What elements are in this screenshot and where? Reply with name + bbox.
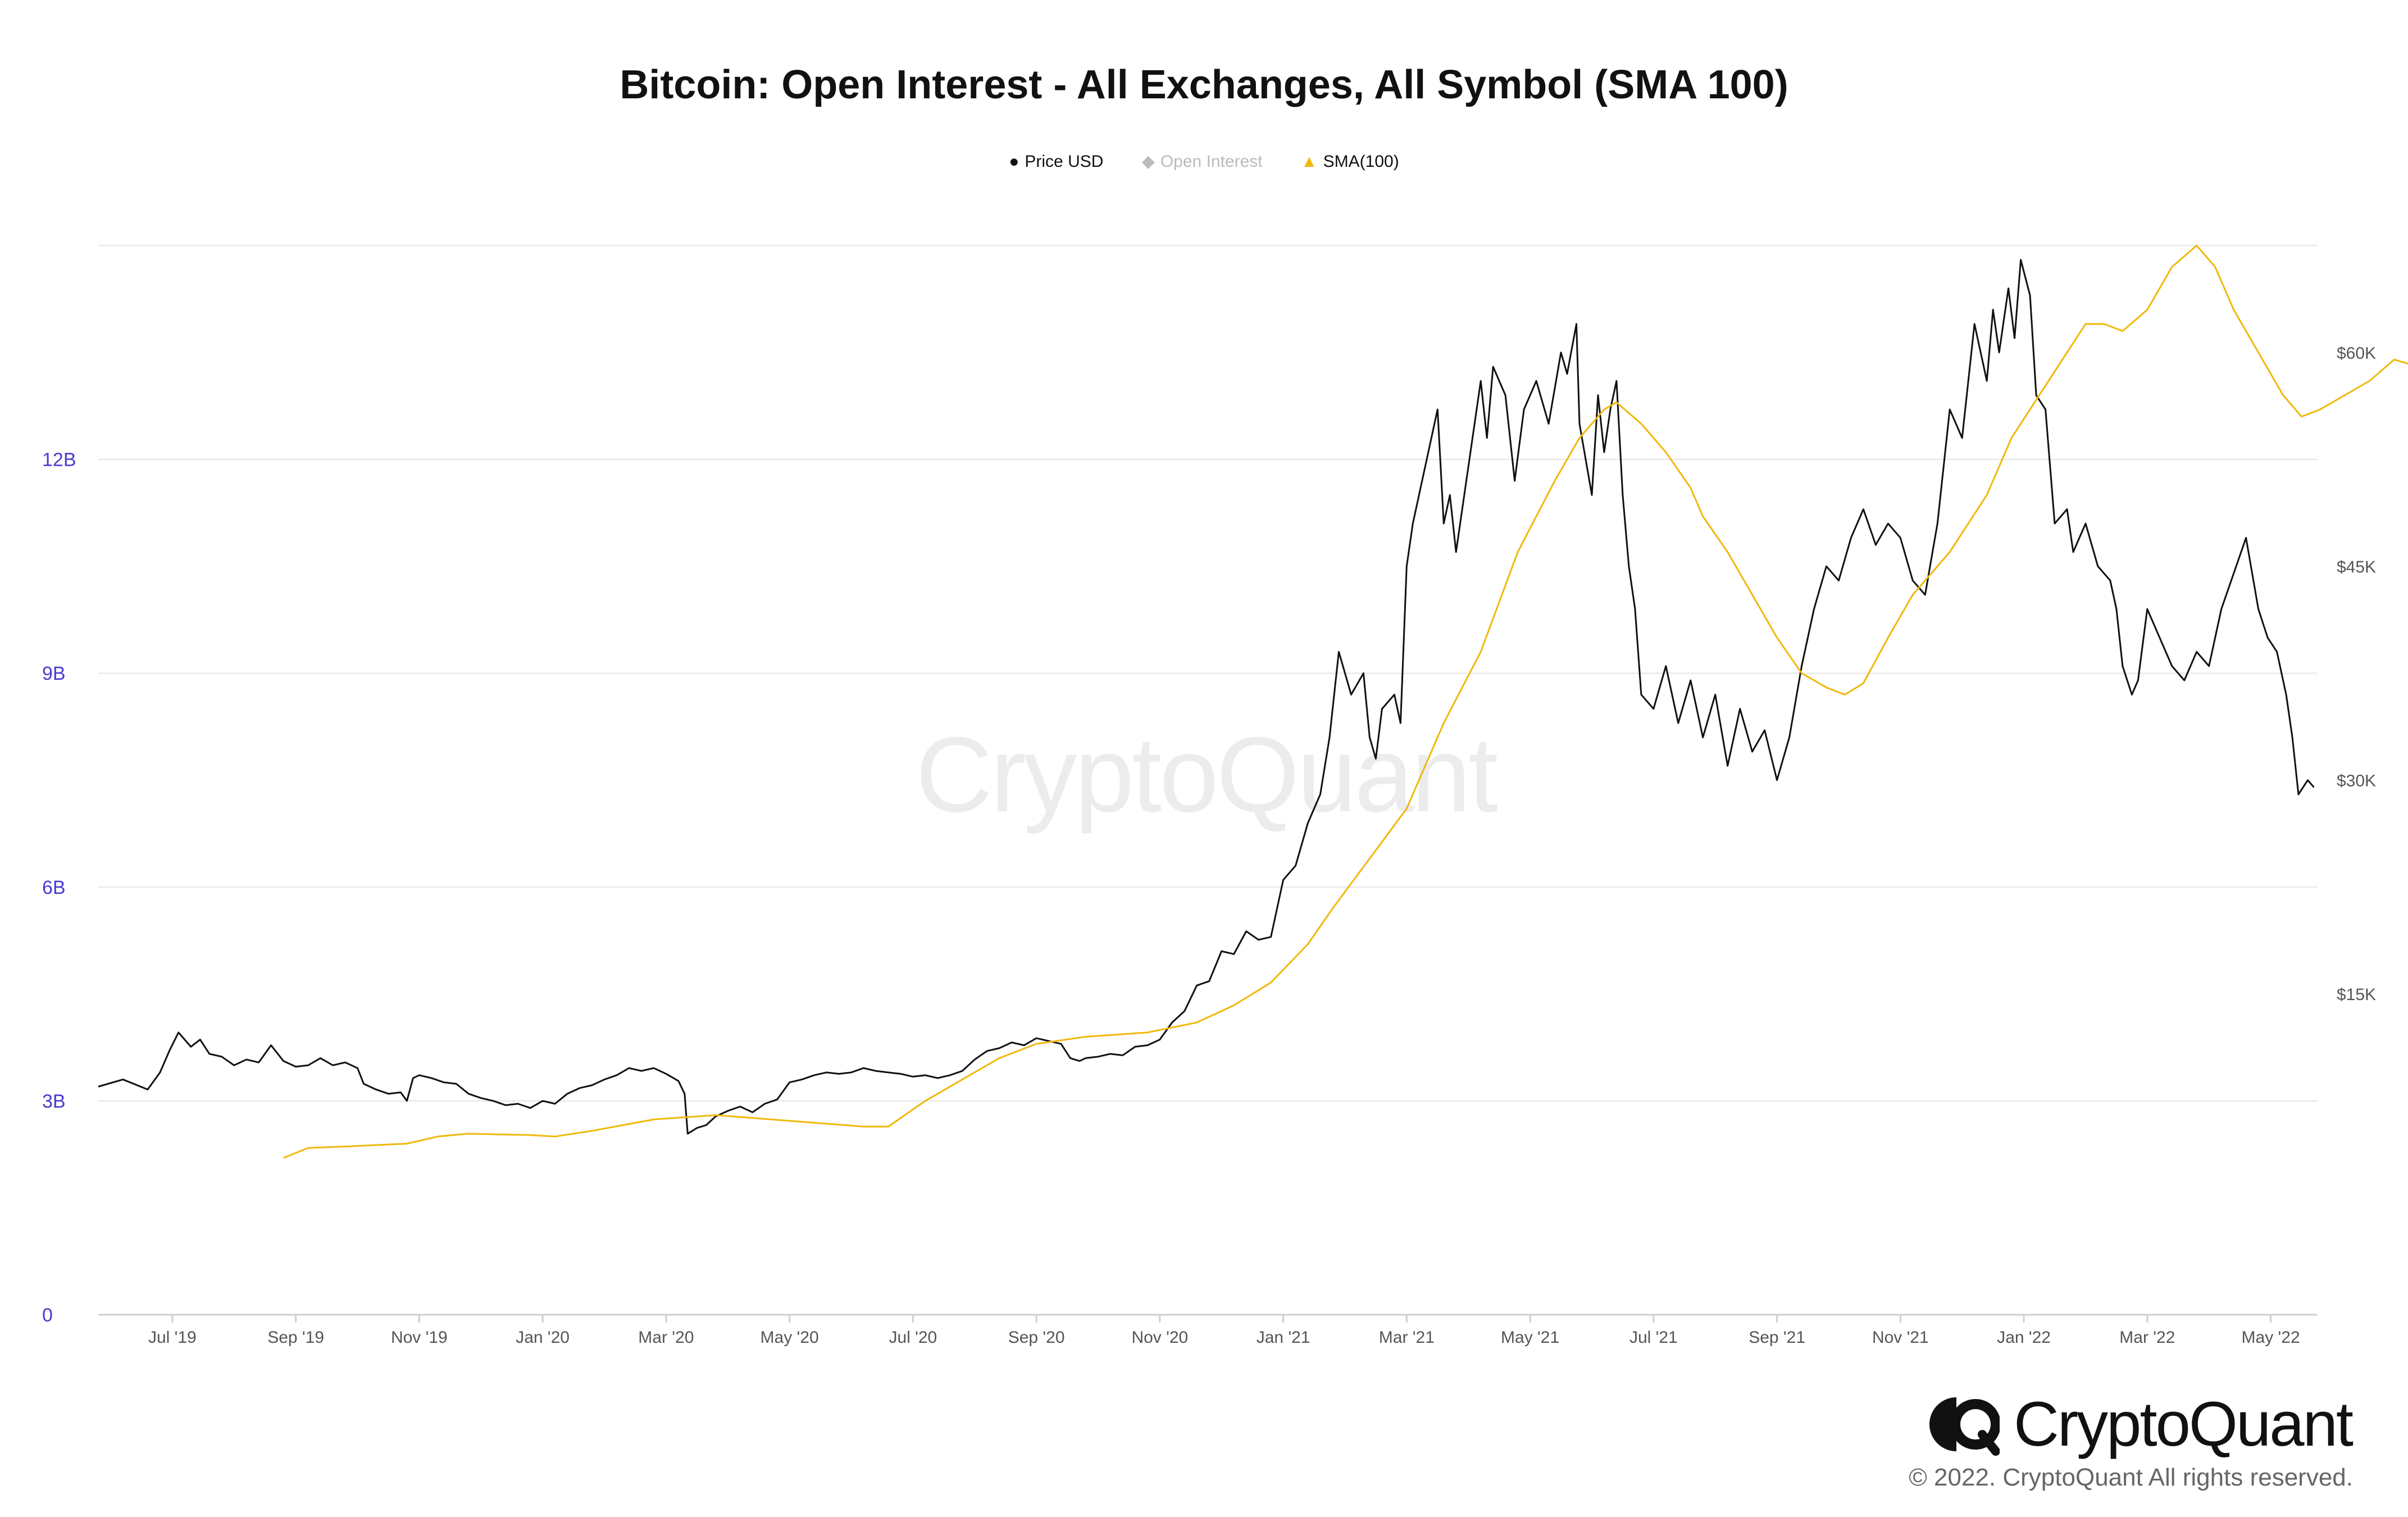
left-axis-tick-label: 0 bbox=[42, 1305, 53, 1326]
brand-name: CryptoQuant bbox=[2014, 1389, 2354, 1459]
left-axis-tick-label: 9B bbox=[42, 663, 66, 684]
left-axis-tick-label: 12B bbox=[42, 449, 76, 471]
x-axis-tick-label: Nov '20 bbox=[1131, 1328, 1188, 1347]
x-axis-tick-label: Jan '22 bbox=[1997, 1328, 2051, 1347]
x-axis-tick-label: Sep '19 bbox=[267, 1328, 324, 1347]
x-axis-tick-label: Jul '19 bbox=[148, 1328, 197, 1347]
x-axis-tick-label: Nov '21 bbox=[1872, 1328, 1929, 1347]
legend-diamond-icon: ◆ bbox=[1141, 152, 1155, 171]
legend-item-price[interactable]: ● Price USD bbox=[1009, 152, 1103, 171]
x-axis-tick-label: Jul '21 bbox=[1629, 1328, 1678, 1347]
x-axis-tick-label: Mar '22 bbox=[2119, 1328, 2175, 1347]
watermark: CryptoQuant bbox=[916, 715, 1498, 834]
chart-title: Bitcoin: Open Interest - All Exchanges, … bbox=[620, 62, 1788, 107]
x-axis-tick-label: Mar '20 bbox=[638, 1328, 694, 1347]
x-axis-tick-label: Mar '21 bbox=[1379, 1328, 1435, 1347]
left-axis-tick-label: 6B bbox=[42, 877, 66, 898]
legend-item-sma[interactable]: ▲ SMA(100) bbox=[1301, 152, 1399, 171]
series-line-price-usd bbox=[98, 258, 2315, 1135]
x-axis-tick-label: May '22 bbox=[2242, 1328, 2300, 1347]
series-line-sma-100 bbox=[283, 244, 2408, 1159]
legend-dot-icon: ● bbox=[1009, 152, 1019, 171]
legend-label: SMA(100) bbox=[1323, 152, 1399, 171]
x-axis-tick-label: Sep '20 bbox=[1008, 1328, 1065, 1347]
legend-label: Price USD bbox=[1025, 152, 1104, 171]
x-axis-tick-label: Jan '21 bbox=[1257, 1328, 1310, 1347]
x-axis-tick-label: May '21 bbox=[1501, 1328, 1559, 1347]
x-axis-tick-label: Jan '20 bbox=[516, 1328, 570, 1347]
right-axis-tick-label: $60K bbox=[2337, 344, 2376, 362]
right-axis-tick-label: $30K bbox=[2337, 772, 2376, 791]
copyright-text: © 2022. CryptoQuant All rights reserved. bbox=[1909, 1464, 2353, 1491]
x-axis-tick-label: May '20 bbox=[761, 1328, 819, 1347]
x-axis-tick-label: Sep '21 bbox=[1749, 1328, 1805, 1347]
cryptoquant-logo-icon bbox=[1929, 1397, 2000, 1456]
right-axis-tick-label: $45K bbox=[2337, 558, 2376, 576]
legend-item-open-interest[interactable]: ◆ Open Interest bbox=[1142, 152, 1263, 171]
legend-label: Open Interest bbox=[1160, 152, 1263, 171]
left-axis-tick-label: 3B bbox=[42, 1091, 66, 1112]
x-axis-tick-label: Jul '20 bbox=[889, 1328, 937, 1347]
legend-triangle-icon: ▲ bbox=[1300, 152, 1318, 171]
x-axis-tick-label: Nov '19 bbox=[391, 1328, 448, 1347]
chart-legend: ● Price USD ◆ Open Interest ▲ SMA(100) bbox=[0, 152, 2408, 171]
right-axis-tick-label: $15K bbox=[2337, 985, 2376, 1004]
